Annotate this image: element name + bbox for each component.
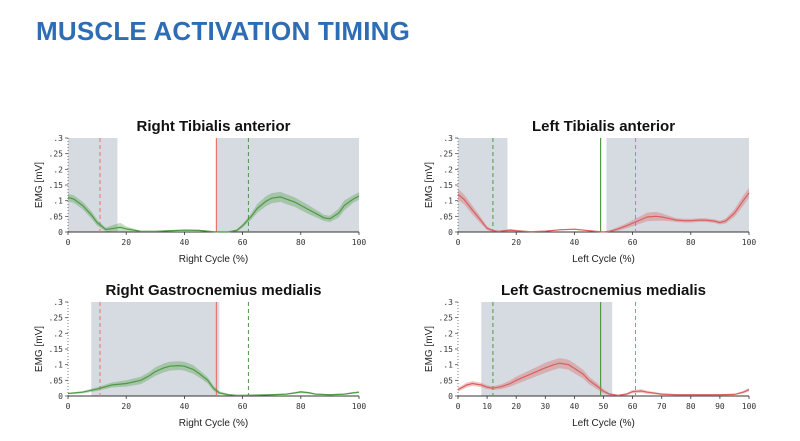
chart-panel-left-tibialis-anterior: Left Tibialis anterior .3 .25 .2 .15 .1 .05 0 0 2…	[422, 112, 762, 276]
y-tick-label: .2	[53, 329, 63, 338]
chart-svg: Left Tibialis anterior .3 .25 .2 .15 .1 .05 00 2…	[424, 118, 757, 265]
x-tick-label: 0	[66, 402, 71, 411]
activation-interval	[606, 138, 749, 232]
activation-interval	[216, 138, 359, 232]
x-tick-label: 40	[180, 238, 190, 247]
x-tick-label: 60	[238, 402, 248, 411]
y-tick-label: .3	[53, 298, 63, 307]
y-tick-label: 0	[448, 392, 453, 401]
y-tick-label: .25	[439, 314, 454, 323]
series-confidence-band	[458, 358, 749, 396]
y-tick-label: .2	[53, 165, 63, 174]
y-axis-label: EMG [mV]	[424, 162, 435, 208]
y-tick-label: .15	[49, 181, 64, 190]
x-tick-label: 10	[482, 402, 492, 411]
y-tick-label: .3	[443, 134, 453, 143]
x-tick-label: 40	[570, 402, 580, 411]
x-axis-label: Left Cycle (%)	[572, 418, 635, 429]
x-tick-label: 80	[296, 238, 306, 247]
x-tick-label: 100	[742, 238, 757, 247]
y-tick-label: .3	[53, 134, 63, 143]
x-tick-label: 20	[121, 238, 131, 247]
series-line	[457, 192, 750, 233]
chart-title: Left Gastrocnemius medialis	[501, 282, 706, 299]
series-line	[457, 362, 750, 397]
series-confidence-band	[68, 361, 359, 396]
x-tick-label: 60	[628, 238, 638, 247]
x-tick-label: 30	[540, 402, 550, 411]
series-confidence-band	[458, 187, 749, 232]
x-tick-label: 20	[511, 238, 521, 247]
y-axis-label: EMG [mV]	[424, 326, 435, 372]
chart-title: Right Gastrocnemius medialis	[106, 282, 322, 299]
x-tick-label: 80	[686, 402, 696, 411]
x-tick-label: 80	[296, 402, 306, 411]
chart-title: Right Tibialis anterior	[137, 118, 291, 135]
x-axis-label: Right Cycle (%)	[179, 418, 248, 429]
y-tick-label: .05	[439, 376, 454, 385]
activation-interval	[481, 302, 613, 396]
chart-panel-left-gastrocnemius-medialis: Left Gastrocnemius medialis .3 .25 .2 .15 .1.…	[422, 276, 762, 440]
y-tick-label: .05	[49, 376, 64, 385]
y-tick-label: .1	[53, 361, 63, 370]
y-tick-label: .3	[443, 298, 453, 307]
x-tick-label: 20	[511, 402, 521, 411]
x-tick-label: 0	[456, 402, 461, 411]
y-tick-label: .05	[49, 212, 64, 221]
y-tick-label: .2	[443, 165, 453, 174]
chart-svg: Left Gastrocnemius medialis .3 .25 .2 .15 .1.…	[424, 282, 757, 429]
y-tick-label: .1	[443, 361, 453, 370]
y-axis-label: EMG [mV]	[34, 326, 45, 372]
x-axis-label: Right Cycle (%)	[179, 254, 248, 265]
y-tick-label: .25	[439, 150, 454, 159]
series-line	[67, 195, 360, 233]
chart-panel-right-tibialis-anterior: Right Tibialis anterior .3 .25 .2 .15 .1 .05 0 0…	[32, 112, 372, 276]
x-tick-label: 0	[456, 238, 461, 247]
y-tick-label: 0	[58, 392, 63, 401]
y-tick-label: .15	[49, 345, 64, 354]
y-tick-label: 0	[448, 228, 453, 237]
x-tick-label: 0	[66, 238, 71, 247]
activation-interval	[458, 138, 508, 232]
y-tick-label: .05	[439, 212, 454, 221]
x-tick-label: 60	[238, 238, 248, 247]
y-tick-label: 0	[58, 228, 63, 237]
y-tick-label: .15	[439, 345, 454, 354]
chart-svg: Right Tibialis anterior .3 .25 .2 .15 .1 .05 00…	[34, 118, 367, 265]
activation-interval	[91, 302, 220, 396]
y-tick-label: .25	[49, 150, 64, 159]
x-tick-label: 100	[352, 238, 367, 247]
chart-svg: Right Gastrocnemius medialis .3 .25 .2 .15 .1…	[34, 282, 367, 429]
series-line	[67, 364, 360, 397]
y-tick-label: .2	[443, 329, 453, 338]
chart-title: Left Tibialis anterior	[532, 118, 675, 135]
x-tick-label: 60	[628, 402, 638, 411]
x-axis-label: Left Cycle (%)	[572, 254, 635, 265]
x-tick-label: 90	[715, 402, 725, 411]
x-tick-label: 70	[657, 402, 667, 411]
x-tick-label: 50	[599, 402, 609, 411]
y-tick-label: .1	[443, 197, 453, 206]
y-tick-label: .15	[439, 181, 454, 190]
x-tick-label: 20	[121, 402, 131, 411]
page-title: MUSCLE ACTIVATION TIMING	[36, 16, 411, 46]
y-tick-label: .25	[49, 314, 64, 323]
chart-panel-right-gastrocnemius-medialis: Right Gastrocnemius medialis .3 .25 .2 .15 .1…	[32, 276, 372, 440]
x-tick-label: 80	[686, 238, 696, 247]
y-axis-label: EMG [mV]	[34, 162, 45, 208]
x-tick-label: 100	[352, 402, 367, 411]
y-tick-label: .1	[53, 197, 63, 206]
x-tick-label: 40	[570, 238, 580, 247]
series-confidence-band	[68, 191, 359, 232]
x-tick-label: 100	[742, 402, 757, 411]
x-tick-label: 40	[180, 402, 190, 411]
